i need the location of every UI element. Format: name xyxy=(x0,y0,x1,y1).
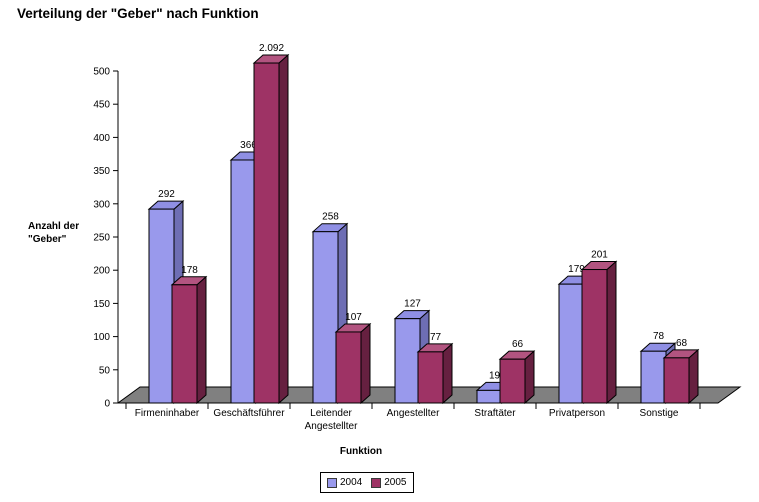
value-label-2005-6: 68 xyxy=(676,338,688,349)
category-label: Geschäftsführer xyxy=(213,408,285,419)
y-tick-label: 350 xyxy=(93,166,110,177)
y-tick-label: 150 xyxy=(93,299,110,310)
value-label-2004-4: 19 xyxy=(489,370,501,381)
value-label-2005-3: 77 xyxy=(430,332,442,343)
value-label-2005-5: 201 xyxy=(591,250,608,261)
value-label-2004-3: 127 xyxy=(404,299,421,310)
bar-2005-3 xyxy=(417,351,444,404)
category-label: Sonstige xyxy=(640,408,679,419)
bar-2005-6-side xyxy=(688,348,699,405)
category-label: Privatperson xyxy=(549,408,605,419)
bar-2004-4 xyxy=(476,389,503,404)
y-tick-label: 300 xyxy=(93,199,110,210)
bar-2004-6 xyxy=(640,350,667,404)
bar-2005-1 xyxy=(253,62,280,404)
category-label: Angestellter xyxy=(305,421,358,432)
value-label-2005-4: 66 xyxy=(512,339,524,350)
bar-2005-2-side xyxy=(360,322,371,405)
y-tick-label: 400 xyxy=(93,133,110,144)
legend-label-2005: 2005 xyxy=(384,477,407,488)
bar-2005-5-side xyxy=(606,260,617,405)
legend-swatch-2004 xyxy=(327,477,337,488)
value-label-2004-5: 179 xyxy=(568,264,585,275)
bar-2005-4 xyxy=(499,358,526,404)
value-label-2004-1: 366 xyxy=(240,140,257,151)
value-label-2004-0: 292 xyxy=(158,189,175,200)
y-axis-title-line2: "Geber" xyxy=(28,234,67,245)
category-label: Straftäter xyxy=(474,408,516,419)
chart-legend: 2004 2005 xyxy=(320,472,414,493)
legend-item-2005: 2005 xyxy=(371,477,407,488)
value-label-2005-1: 2.092 xyxy=(259,43,284,54)
y-tick-label: 0 xyxy=(104,399,110,410)
bar-2004-3 xyxy=(394,318,421,404)
bar-2004-2 xyxy=(312,231,339,404)
bar-2005-1-side xyxy=(278,53,289,405)
bar-2005-5 xyxy=(581,269,608,404)
y-axis-title-line1: Anzahl der xyxy=(28,221,80,232)
bar-2005-0-side xyxy=(196,275,207,405)
bar-2005-4-side xyxy=(524,350,535,405)
y-tick-label: 500 xyxy=(93,67,110,78)
y-tick-label: 200 xyxy=(93,266,110,277)
value-label-2005-0: 178 xyxy=(181,265,198,276)
bar-2005-3-side xyxy=(442,342,453,405)
legend-item-2004: 2004 xyxy=(327,477,362,488)
y-tick-label: 250 xyxy=(93,233,110,244)
category-label: Leitender xyxy=(310,408,352,419)
y-tick-label: 50 xyxy=(99,365,111,376)
value-label-2004-2: 258 xyxy=(322,212,339,223)
x-axis-title: Funktion xyxy=(339,446,383,457)
bar-2005-0 xyxy=(171,284,198,404)
bar-2004-1 xyxy=(230,159,257,404)
value-label-2005-2: 107 xyxy=(345,312,362,323)
y-tick-label: 100 xyxy=(93,332,110,343)
y-axis-title: Anzahl der "Geber" xyxy=(28,220,79,246)
value-label-2004-6: 78 xyxy=(653,331,665,342)
category-label: Angestellter xyxy=(387,408,440,419)
legend-swatch-2005 xyxy=(371,477,382,488)
y-tick-label: 450 xyxy=(93,100,110,111)
bar-2004-0 xyxy=(148,208,175,404)
bar-2004-5 xyxy=(558,283,585,404)
category-label: Firmeninhaber xyxy=(135,408,200,419)
bar-2005-2 xyxy=(335,331,362,404)
legend-label-2004: 2004 xyxy=(340,477,363,488)
chart-title: Verteilung der "Geber" nach Funktion xyxy=(17,6,259,21)
bar-2005-6 xyxy=(663,357,690,404)
